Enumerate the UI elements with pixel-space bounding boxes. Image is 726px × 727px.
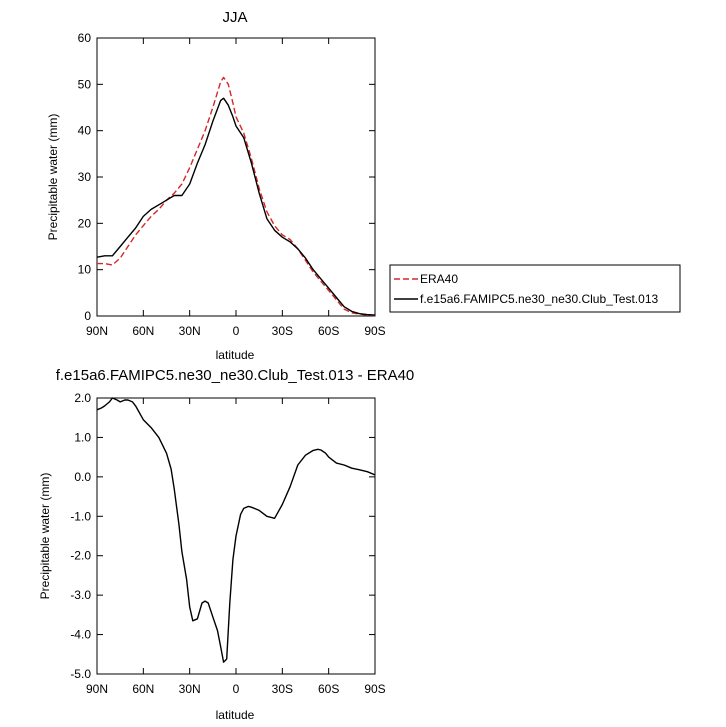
bottom-y-tick-label: -3.0 [70,588,91,602]
top-y-ticks: 0 10 20 30 40 50 60 [78,31,375,323]
top-x-tick-label: 60N [132,324,154,338]
bottom-y-tick-label: 2.0 [74,391,91,405]
top-panel: JJA 0 10 20 30 40 50 60 90N 60N 30N 0 30S 60S 90S la… [46,9,386,362]
bottom-y-tick-label: -5.0 [70,667,91,681]
bottom-y-ticks: 2.0 1.0 0.0 -1.0 -2.0 -3.0 -4.0 -5.0 [70,391,375,681]
top-x-tick-label: 90N [86,324,108,338]
top-x-ticks: 90N 60N 30N 0 30S 60S 90S [86,38,386,338]
top-x-tick-label: 30N [179,324,201,338]
bottom-x-tick-label: 0 [233,682,240,696]
bottom-x-axis-label: latitude [216,708,255,722]
top-x-tick-label: 60S [318,324,339,338]
legend-label-model: f.e15a6.FAMIPC5.ne30_ne30.Club_Test.013 [420,292,658,306]
bottom-x-tick-label: 90N [86,682,108,696]
bottom-x-tick-label: 60N [132,682,154,696]
top-series-line-1 [96,97,376,316]
top-y-axis-label: Precipitable water (mm) [46,114,60,241]
top-y-tick-label: 30 [78,170,92,184]
top-y-tick-label: 60 [78,31,92,45]
bottom-y-tick-label: -1.0 [70,509,91,523]
bottom-chart-title: f.e15a6.FAMIPC5.ne30_ne30.Club_Test.013 … [56,367,415,384]
legend-box [389,264,681,313]
top-x-tick-label: 0 [233,324,240,338]
bottom-series-lines [96,397,376,663]
bottom-x-tick-label: 30N [179,682,201,696]
top-series-line-0 [97,76,376,317]
top-series-lines [96,76,376,317]
legend: ERA40 f.e15a6.FAMIPC5.ne30_ne30.Club_Tes… [389,264,681,313]
bottom-series-line-0 [96,397,376,663]
bottom-x-tick-label: 60S [318,682,339,696]
top-plot-frame [96,37,376,317]
top-y-tick-label: 10 [78,263,92,277]
bottom-x-tick-label: 30S [272,682,293,696]
top-x-tick-label: 30S [272,324,293,338]
top-x-tick-label: 90S [364,324,385,338]
bottom-x-tick-label: 90S [364,682,385,696]
top-y-tick-label: 0 [84,309,91,323]
bottom-x-ticks: 90N 60N 30N 0 30S 60S 90S [86,398,386,696]
top-y-tick-label: 50 [78,77,92,91]
top-chart-title: JJA [222,9,247,26]
bottom-y-tick-label: -4.0 [70,628,91,642]
bottom-panel: f.e15a6.FAMIPC5.ne30_ne30.Club_Test.013 … [38,367,414,722]
top-y-tick-label: 20 [78,216,92,230]
bottom-y-tick-label: 1.0 [74,430,91,444]
bottom-y-tick-label: 0.0 [74,470,91,484]
top-x-axis-label: latitude [216,348,255,362]
bottom-y-tick-label: -2.0 [70,549,91,563]
legend-label-era40: ERA40 [420,272,458,286]
bottom-y-axis-label: Precipitable water (mm) [38,473,52,600]
top-y-tick-label: 40 [78,124,92,138]
